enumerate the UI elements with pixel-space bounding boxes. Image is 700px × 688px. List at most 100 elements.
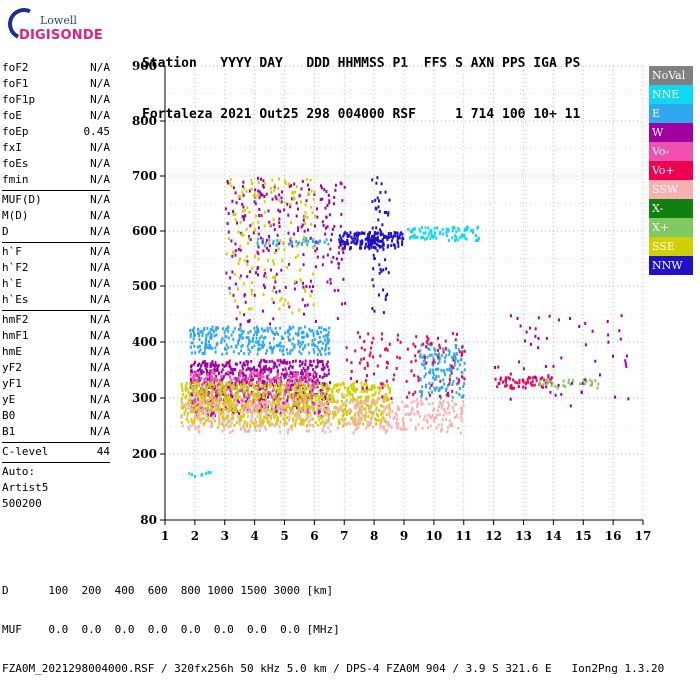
data-point [193, 417, 196, 421]
data-point [213, 371, 216, 375]
data-point [237, 376, 240, 380]
data-point [324, 396, 327, 400]
data-point [446, 368, 449, 372]
data-point [397, 244, 400, 248]
data-point [283, 405, 285, 409]
data-point [231, 402, 234, 406]
data-point [350, 416, 352, 420]
data-point [278, 425, 281, 429]
data-point [279, 411, 282, 415]
data-point [271, 197, 274, 201]
data-point [225, 381, 228, 385]
data-point [463, 361, 466, 365]
data-point [257, 221, 260, 225]
data-point [302, 336, 305, 340]
data-point [222, 424, 225, 428]
data-point [323, 372, 326, 376]
data-point [229, 291, 231, 295]
data-point [295, 240, 298, 244]
data-point [286, 410, 289, 414]
data-point [266, 377, 269, 381]
data-point [342, 424, 344, 428]
data-point [333, 384, 336, 388]
data-point [307, 366, 310, 370]
data-point [211, 347, 214, 351]
data-point [343, 422, 346, 426]
x-tick-label: 7 [340, 529, 348, 543]
data-point [227, 425, 230, 429]
data-point [312, 331, 315, 335]
data-point [207, 419, 209, 422]
data-point [342, 234, 345, 238]
data-point [243, 394, 246, 398]
legend-item-noval: NoVal [649, 66, 693, 85]
data-point [230, 384, 233, 388]
data-point [397, 405, 400, 409]
data-point [266, 407, 269, 411]
data-point [256, 340, 259, 344]
data-point [234, 344, 237, 348]
x-tick-label: 9 [400, 529, 408, 543]
data-point [186, 388, 189, 392]
data-point [280, 413, 283, 417]
data-point [251, 346, 253, 350]
data-point [290, 388, 292, 392]
data-point [380, 418, 383, 422]
data-point [312, 238, 315, 242]
data-point [209, 402, 212, 406]
data-point [370, 386, 373, 390]
data-point [257, 327, 259, 331]
param-row: B0 N/A [2, 408, 110, 424]
data-point [356, 236, 359, 240]
data-point [241, 215, 244, 219]
data-point [343, 395, 345, 399]
data-point [193, 421, 196, 425]
data-point [287, 231, 290, 235]
data-point [451, 355, 454, 359]
data-point [499, 378, 502, 382]
data-point [210, 377, 213, 381]
data-point [279, 210, 282, 214]
param-name: fmin [2, 173, 29, 186]
data-point [255, 336, 258, 340]
legend-item-x-: X+ [649, 218, 693, 237]
logo-line1: Lowell [40, 14, 77, 27]
data-point [448, 350, 451, 354]
data-point [316, 393, 319, 397]
data-point [275, 331, 278, 334]
footer-muf-row: MUF 0.0 0.0 0.0 0.0 0.0 0.0 0.0 0.0 [MHz… [2, 623, 340, 636]
data-point [380, 337, 383, 341]
data-point [301, 223, 304, 227]
data-point [312, 408, 315, 412]
data-point [220, 412, 223, 416]
data-point [250, 419, 253, 423]
data-point [200, 399, 203, 403]
data-point [253, 200, 256, 204]
data-point [249, 224, 252, 228]
data-point [194, 475, 196, 478]
data-point [205, 333, 208, 337]
data-point [324, 232, 327, 236]
data-point [432, 376, 435, 380]
data-point [289, 205, 292, 209]
data-point [391, 409, 394, 413]
data-point [459, 431, 462, 435]
data-point [291, 342, 294, 346]
data-point [328, 213, 331, 217]
data-point [421, 402, 424, 406]
data-point [432, 236, 435, 240]
data-point [300, 331, 303, 335]
data-point [529, 376, 532, 380]
data-point [272, 411, 275, 415]
data-point [324, 392, 327, 396]
data-point [274, 407, 277, 411]
data-point [354, 242, 357, 246]
data-point [283, 208, 286, 212]
data-point [281, 417, 284, 421]
parameter-panel: foF2 N/A foF1 N/A foF1p N/A foE N/A foEp 0.45 fxI N… [2, 60, 110, 512]
data-point [360, 240, 363, 244]
data-point [525, 330, 528, 334]
data-point [329, 381, 331, 385]
data-point [302, 263, 305, 267]
data-point [242, 233, 245, 237]
